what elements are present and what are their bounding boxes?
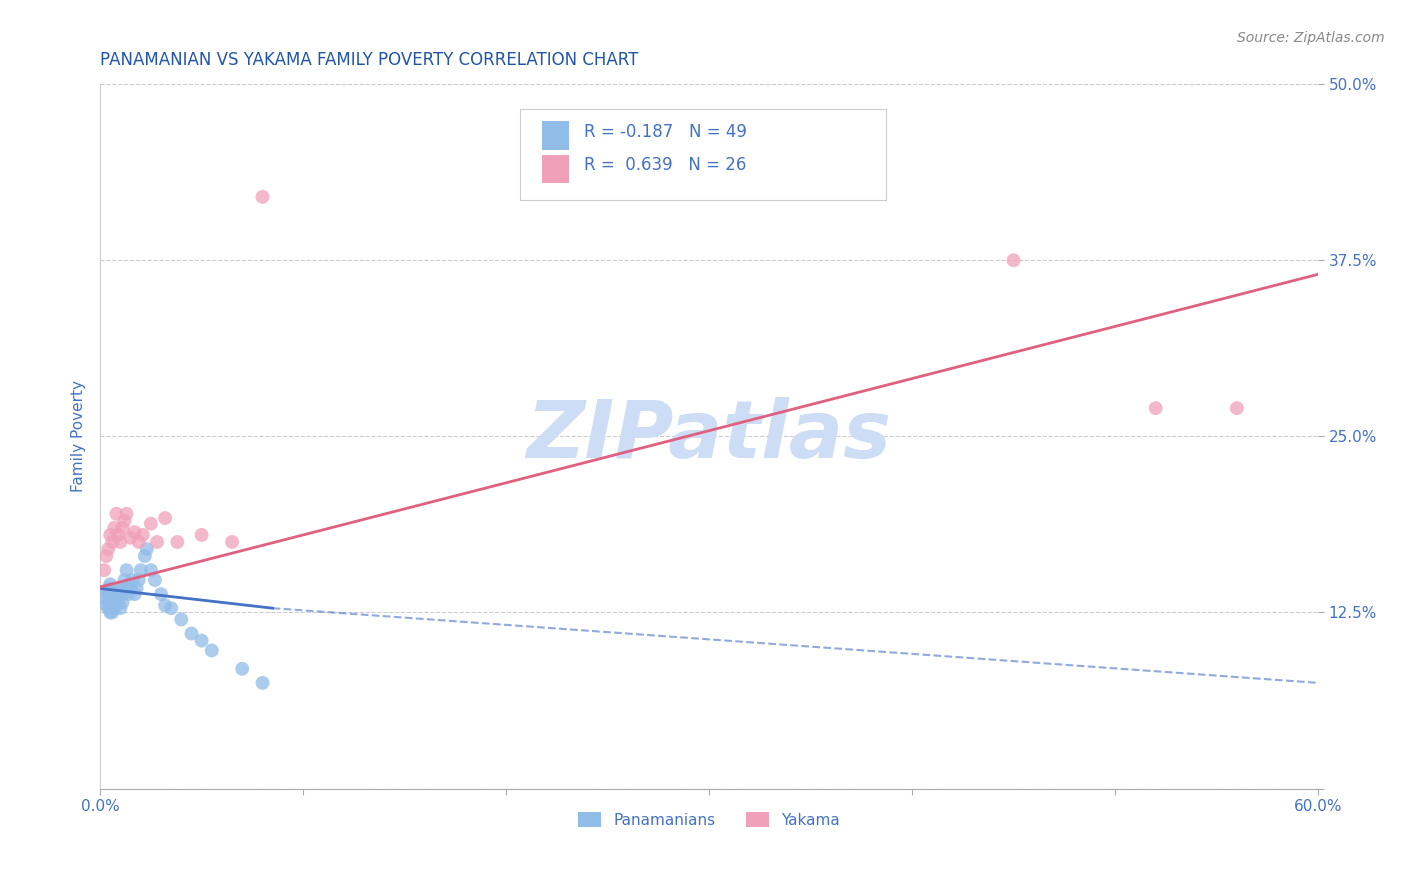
Point [124,525,146,540]
Point [1226,401,1249,416]
Point [97,601,120,615]
Point [93,591,115,606]
Text: R =  0.639   N = 26: R = 0.639 N = 26 [583,156,747,174]
Point [97,591,120,606]
Text: R = -0.187   N = 49: R = -0.187 N = 49 [583,123,747,141]
Point [101,590,124,604]
Point [103,594,125,608]
Point [98,587,121,601]
Point [96,549,118,563]
Point [111,521,134,535]
Point [166,535,188,549]
Point [110,601,132,615]
Point [128,535,150,549]
Bar [543,121,569,150]
Point [114,514,136,528]
Point [190,528,212,542]
Point [111,587,134,601]
Point [128,573,150,587]
Point [221,535,243,549]
Point [115,563,138,577]
Point [139,563,162,577]
Point [98,606,121,620]
Point [110,584,132,599]
Point [117,587,139,601]
Point [121,573,143,587]
Point [139,516,162,531]
Point [103,584,125,599]
Point [105,582,128,596]
Point [190,633,212,648]
Point [101,535,124,549]
Point [105,591,128,606]
Point [97,582,120,596]
Point [107,587,129,601]
Point [129,563,152,577]
Legend: Panamanians, Yakama: Panamanians, Yakama [572,805,846,834]
Point [107,596,129,610]
Point [252,676,274,690]
Point [103,601,125,615]
Y-axis label: Family Poverty: Family Poverty [72,380,86,492]
Point [96,599,118,613]
Point [135,542,157,557]
Point [170,612,193,626]
Point [252,190,274,204]
Point [98,528,121,542]
Point [93,563,115,577]
Point [97,542,120,557]
Point [105,507,128,521]
Point [101,606,124,620]
Point [180,626,202,640]
Point [124,587,146,601]
Point [150,587,173,601]
Point [132,528,155,542]
Point [101,599,124,613]
Point [1002,253,1025,268]
Point [114,573,136,587]
Point [153,599,176,613]
Point [98,577,121,591]
Point [111,596,134,610]
Text: Source: ZipAtlas.com: Source: ZipAtlas.com [1237,31,1385,45]
Point [96,584,118,599]
Point [160,601,183,615]
Point [110,535,132,549]
Point [115,507,138,521]
Text: PANAMANIAN VS YAKAMA FAMILY POVERTY CORRELATION CHART: PANAMANIAN VS YAKAMA FAMILY POVERTY CORR… [100,51,638,69]
Point [120,582,142,596]
Point [153,511,176,525]
Point [103,521,125,535]
Text: ZIPatlas: ZIPatlas [527,397,891,475]
FancyBboxPatch shape [520,109,886,201]
Point [103,587,125,601]
Point [146,535,169,549]
Point [120,531,142,545]
Point [101,582,124,596]
Point [201,643,224,657]
Point [115,582,138,596]
Point [143,573,166,587]
Point [134,549,156,563]
Point [231,662,253,676]
Point [125,582,148,596]
Point [107,528,129,542]
Point [98,596,121,610]
Point [1144,401,1167,416]
Bar [543,154,569,183]
